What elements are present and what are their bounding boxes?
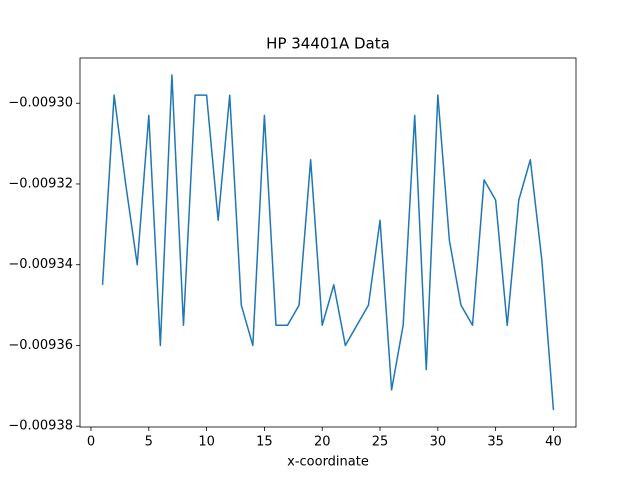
x-tick-label: 30 [430, 435, 447, 450]
x-tick-label: 15 [256, 435, 273, 450]
x-tick-label: 10 [198, 435, 215, 450]
x-tick-label: 35 [487, 435, 504, 450]
chart-title: HP 34401A Data [266, 35, 390, 53]
y-tick-label: −0.00930 [8, 96, 73, 111]
x-tick-label: 5 [145, 435, 153, 450]
data-line [101, 74, 555, 411]
plot-frame [79, 57, 577, 428]
y-tick-label: −0.00934 [8, 257, 73, 272]
x-tick-label: 40 [545, 435, 562, 450]
y-tick-label: −0.00932 [8, 176, 73, 191]
y-tick-label: −0.00936 [8, 338, 73, 353]
x-tick-label: 20 [314, 435, 331, 450]
x-axis-label: x-coordinate [287, 455, 369, 470]
y-tick-label: −0.00938 [8, 419, 73, 434]
x-tick-label: 25 [372, 435, 389, 450]
x-tick-label: 0 [87, 435, 95, 450]
